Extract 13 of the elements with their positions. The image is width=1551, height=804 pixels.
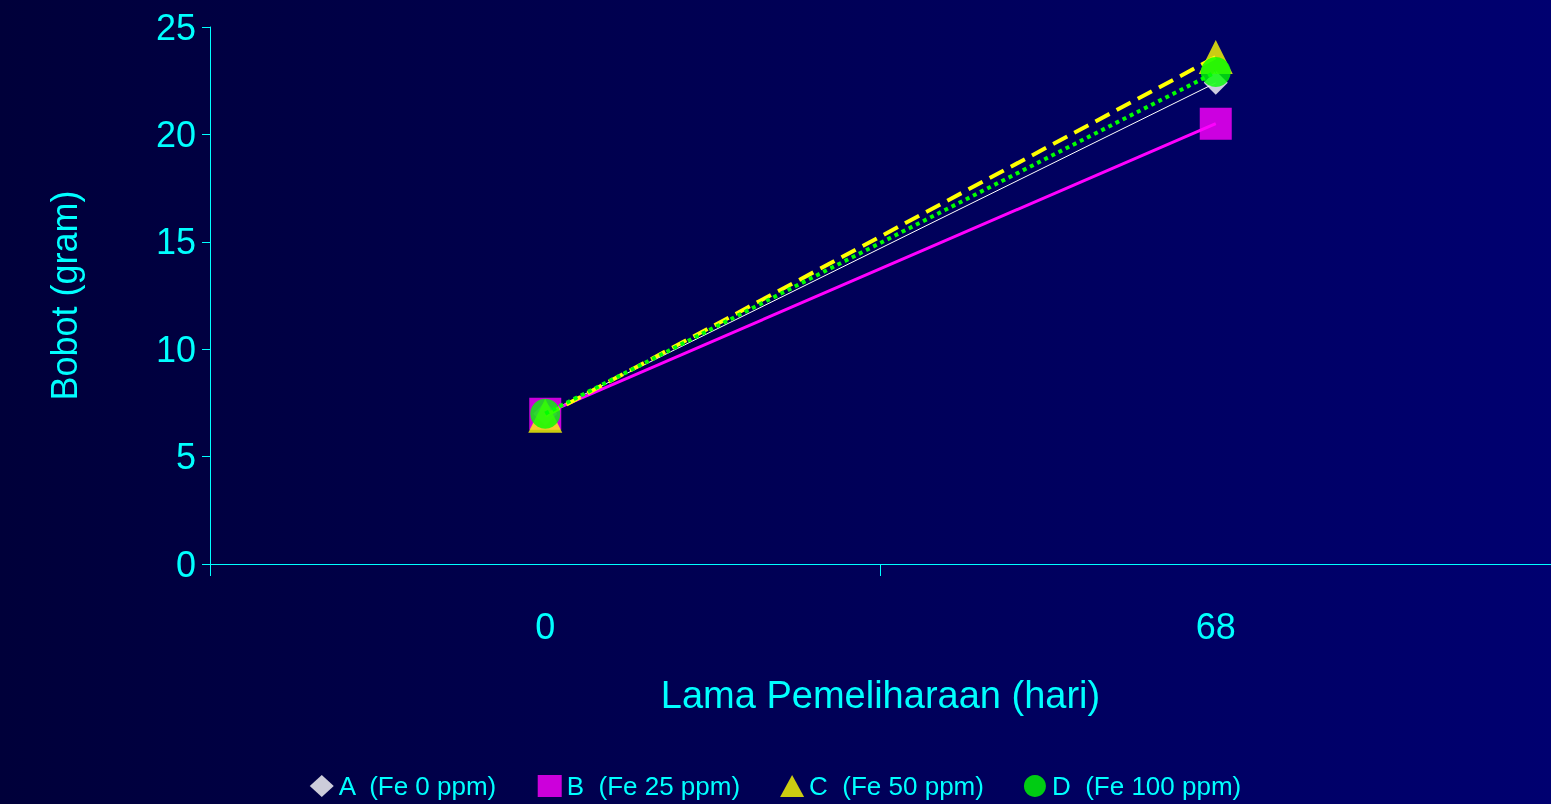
legend-label: D (Fe 100 ppm) — [1051, 771, 1242, 801]
y-tick-label: 25 — [155, 6, 196, 48]
x-tick-label: 68 — [1195, 605, 1236, 647]
legend-label: B (Fe 25 ppm) — [566, 771, 741, 801]
y-tick-label: 20 — [155, 113, 196, 155]
legend-label: C (Fe 50 ppm) — [809, 771, 984, 801]
x-axis-title: Lama Pemeliharaan (hari) — [660, 674, 1101, 716]
legend-label: A (Fe 0 ppm) — [338, 771, 497, 801]
y-axis-title: Bobot (gram) — [43, 190, 85, 401]
y-tick-label: 15 — [155, 221, 196, 263]
y-tick-label: 10 — [155, 328, 196, 370]
y-tick-label: 0 — [175, 543, 196, 585]
y-tick-label: 5 — [175, 436, 196, 478]
